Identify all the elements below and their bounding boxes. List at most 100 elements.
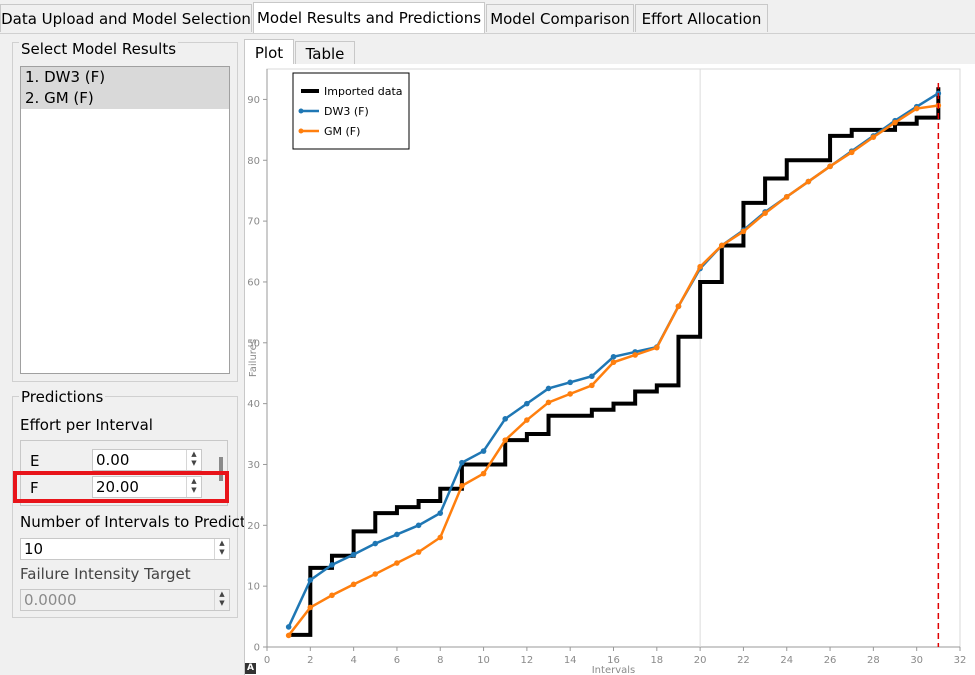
failure-intensity-target-input: 0.0000 ▲ ▼ <box>20 589 230 611</box>
gm-point <box>350 581 357 588</box>
x-tick-label: 22 <box>737 655 750 666</box>
legend-label: GM (F) <box>324 125 360 138</box>
dw3-point <box>610 353 617 360</box>
effort-f-spin-buttons[interactable]: ▲ ▼ <box>186 477 201 497</box>
x-tick-label: 26 <box>824 655 837 666</box>
x-tick-label: 24 <box>780 655 793 666</box>
x-tick-label: 14 <box>564 655 577 666</box>
failures-chart[interactable]: 0 2 4 6 8 10 12 14 16 18 20 22 24 26 28 30 3201020304050… <box>245 64 975 675</box>
model-results-list[interactable]: 1. DW3 (F) 2. GM (F) <box>20 66 230 374</box>
gm-point <box>762 210 768 216</box>
predictions-title: Predictions <box>19 388 106 406</box>
x-tick-label: 28 <box>867 655 880 666</box>
effort-per-interval-label: Effort per Interval <box>20 416 153 434</box>
tab-plot[interactable]: Plot <box>244 39 294 65</box>
dw3-point <box>329 562 335 568</box>
intervals-to-predict-input[interactable]: 10 ▲ ▼ <box>20 538 230 560</box>
x-tick-label: 12 <box>521 655 534 666</box>
x-tick-label: 10 <box>477 655 490 666</box>
gm-point <box>502 437 509 443</box>
effort-f-input[interactable]: 20.00 ▲ ▼ <box>92 476 202 498</box>
tab-table[interactable]: Table <box>295 41 355 65</box>
effort-e-value: 0.00 <box>96 451 130 469</box>
gm-point <box>480 470 487 477</box>
gm-point <box>848 149 855 156</box>
gm-point <box>740 228 747 235</box>
intervals-spin-buttons[interactable]: ▲ ▼ <box>214 539 229 559</box>
effort-row-f-name: F <box>30 479 39 497</box>
gm-point <box>783 193 790 200</box>
tab-data-upload[interactable]: Data Upload and Model Selection <box>0 4 252 32</box>
effort-e-input[interactable]: 0.00 ▲ ▼ <box>92 449 202 471</box>
failure-intensity-target-label: Failure Intensity Target <box>20 565 191 583</box>
dw3-point <box>372 540 379 547</box>
tab-effort-allocation[interactable]: Effort Allocation <box>635 4 768 32</box>
y-tick-label: 10 <box>247 582 260 593</box>
dw3-point <box>459 459 465 466</box>
x-axis-label: Intervals <box>592 665 636 675</box>
gm-point <box>307 604 314 611</box>
y-tick-label: 70 <box>247 217 260 228</box>
tab-model-results[interactable]: Model Results and Predictions <box>253 2 485 33</box>
effort-e-spin-buttons[interactable]: ▲ ▼ <box>186 450 201 470</box>
tab-model-comparison[interactable]: Model Comparison <box>486 4 634 32</box>
dw3-point <box>524 400 530 407</box>
main-tab-bar: Data Upload and Model Selection Model Re… <box>0 0 975 34</box>
gm-point <box>718 242 725 249</box>
x-tick-label: 32 <box>954 655 967 666</box>
auto-scale-icon[interactable]: A <box>245 663 256 674</box>
x-tick-label: 20 <box>694 655 707 666</box>
gm-point <box>892 119 898 126</box>
gm-point <box>415 549 422 555</box>
dw3-point <box>350 551 357 558</box>
predictions-group <box>12 396 238 618</box>
dw3-point <box>415 522 422 529</box>
gm-point <box>567 391 573 397</box>
gm-point <box>524 417 530 423</box>
gm-point <box>654 344 660 351</box>
highlight-box <box>13 471 229 503</box>
gm-point <box>675 303 682 310</box>
list-item-dw3[interactable]: 1. DW3 (F) <box>21 67 229 88</box>
dw3-point <box>567 379 573 386</box>
gm-point <box>459 482 465 489</box>
x-tick-label: 4 <box>350 655 356 666</box>
x-tick-label: 8 <box>437 655 443 666</box>
dw3-point <box>437 510 444 516</box>
model-results-title: Select Model Results <box>19 40 179 58</box>
gm-point <box>329 592 335 599</box>
y-tick-label: 0 <box>254 643 260 654</box>
gm-point <box>394 560 400 566</box>
gm-point <box>589 382 595 389</box>
dw3-point <box>589 373 595 380</box>
gm-point <box>913 105 920 112</box>
effort-table-scrollbar[interactable] <box>219 457 223 481</box>
x-tick-label: 0 <box>264 655 270 666</box>
y-axis-label: Failures <box>248 339 259 377</box>
list-item-gm[interactable]: 2. GM (F) <box>21 88 229 109</box>
y-tick-label: 80 <box>247 156 260 167</box>
gm-point <box>827 163 833 170</box>
x-tick-label: 16 <box>607 655 620 666</box>
dw3-point <box>285 624 292 630</box>
dw3-point <box>502 416 509 422</box>
y-tick-label: 20 <box>247 521 260 532</box>
dw3-point <box>480 448 487 454</box>
gm-point <box>697 263 703 270</box>
effort-f-value: 20.00 <box>96 478 139 496</box>
failure-intensity-target-value: 0.0000 <box>24 591 77 609</box>
x-tick-label: 2 <box>307 655 313 666</box>
gm-point <box>285 632 292 639</box>
legend-label: Imported data <box>324 85 403 98</box>
gm-point <box>870 134 877 140</box>
gm-point <box>805 178 812 185</box>
effort-row-e-name: E <box>30 452 40 470</box>
dw3-point <box>394 531 400 538</box>
intervals-to-predict-value: 10 <box>24 540 44 558</box>
gm-point <box>437 534 444 541</box>
x-tick-label: 6 <box>394 655 400 666</box>
legend-marker <box>298 108 304 114</box>
dw3-point <box>307 577 314 583</box>
x-tick-label: 18 <box>650 655 663 666</box>
y-tick-label: 50 <box>247 338 260 349</box>
